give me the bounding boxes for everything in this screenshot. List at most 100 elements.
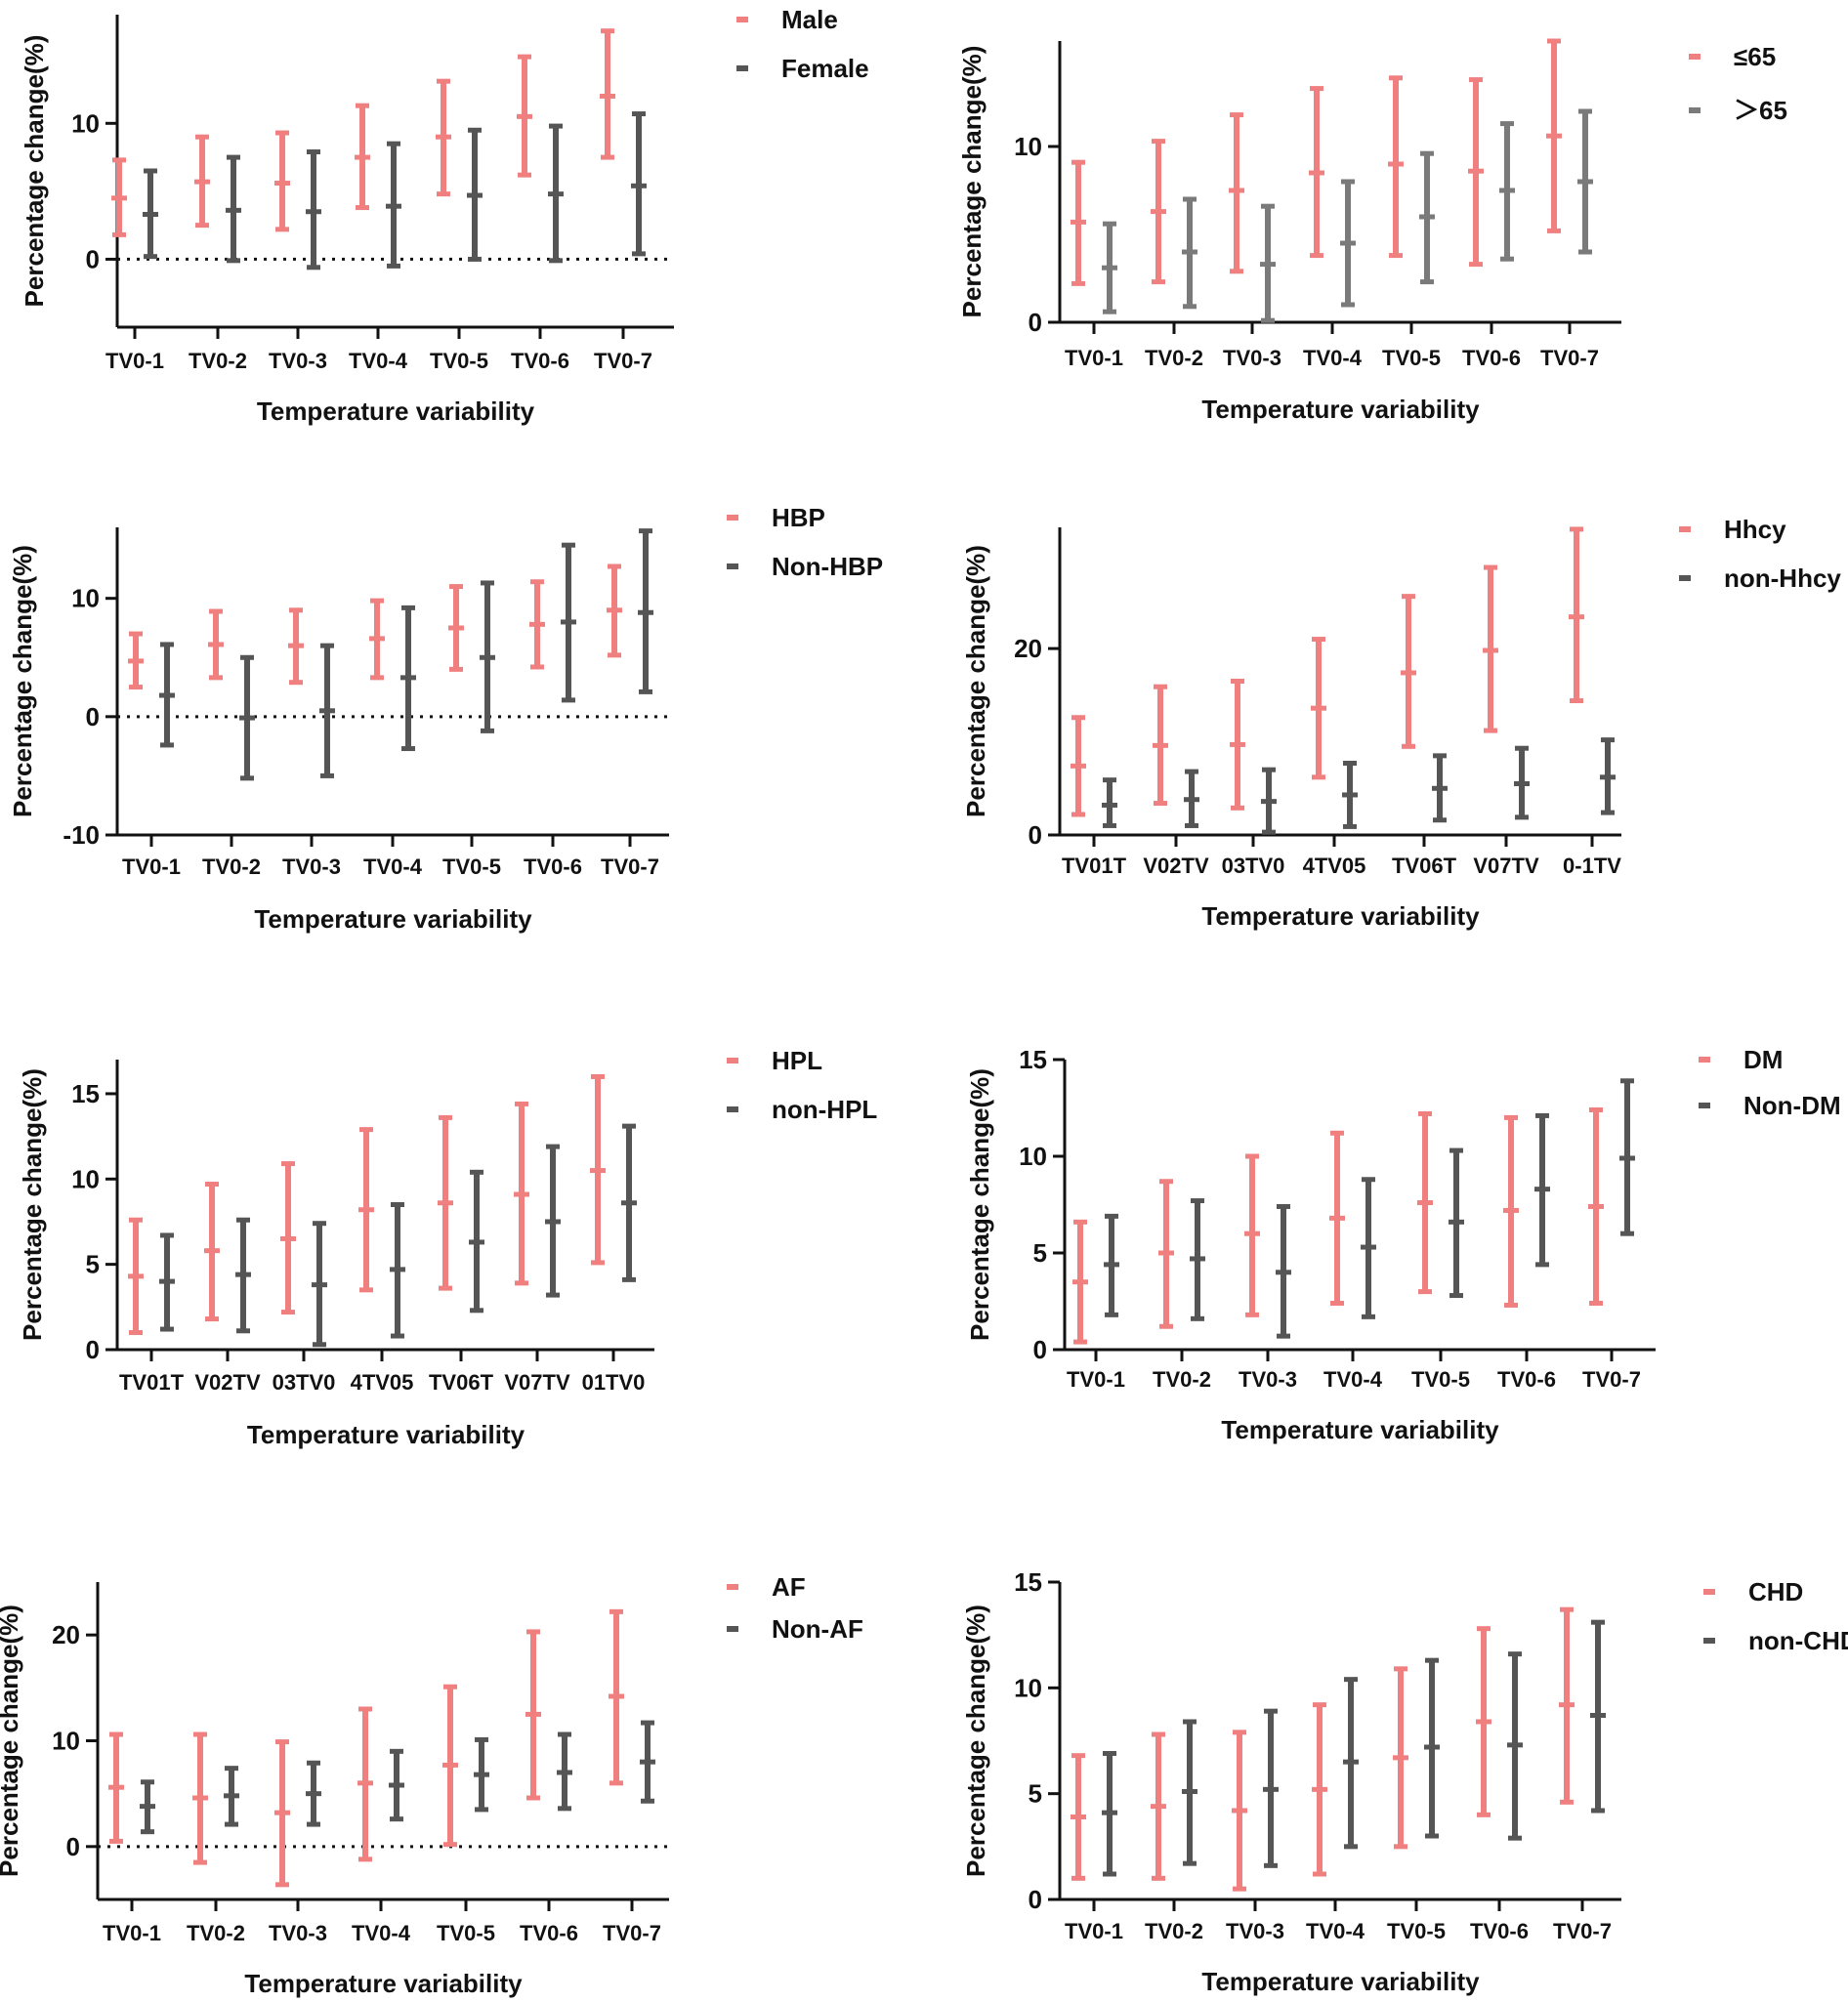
- legend-label: non-CHD: [1748, 1626, 1848, 1655]
- legend-label: HPL: [772, 1046, 822, 1075]
- x-tick-label: TV0-6: [1462, 346, 1521, 370]
- x-tick-label: TV0-5: [1387, 1919, 1446, 1943]
- x-axis-title: Temperature variability: [1201, 901, 1480, 931]
- x-axis-title: Temperature variability: [244, 1969, 523, 1998]
- y-tick-label: 0: [66, 1832, 80, 1861]
- x-tick-label: TV0-1: [105, 349, 164, 373]
- x-tick-label: TV0-6: [524, 855, 582, 879]
- x-tick-label: TV0-2: [1145, 346, 1203, 370]
- x-tick-label: TV06T: [429, 1370, 494, 1395]
- series-1: [140, 1720, 655, 1835]
- y-tick-label: 10: [52, 1727, 80, 1756]
- legend-label: HBP: [772, 503, 825, 532]
- x-tick-label: TV0-3: [282, 855, 341, 879]
- series-0: [108, 1608, 624, 1888]
- legend-label: Non-HBP: [772, 552, 883, 581]
- x-tick-label: 01TV0: [582, 1370, 646, 1395]
- series-1: [159, 1123, 637, 1348]
- series-0: [128, 1073, 606, 1336]
- series-0: [111, 28, 615, 237]
- series-0: [1071, 526, 1584, 817]
- x-axis-title: Temperature variability: [1201, 395, 1480, 424]
- x-tick-label: TV0-5: [430, 349, 488, 373]
- series-0: [128, 563, 622, 690]
- x-tick-label: TV0-4: [1306, 1919, 1365, 1943]
- x-tick-label: TV0-7: [601, 855, 659, 879]
- y-tick-label: 0: [1029, 820, 1042, 850]
- series-1: [159, 528, 653, 781]
- x-tick-label: TV0-6: [511, 349, 569, 373]
- legend-label: non-HPL: [772, 1095, 877, 1124]
- y-tick-label: 10: [1014, 1673, 1042, 1702]
- x-tick-label: TV0-1: [1065, 346, 1123, 370]
- x-tick-label: TV0-5: [1411, 1367, 1470, 1392]
- x-tick-label: TV0-5: [442, 855, 501, 879]
- chart-panel-male-female: 0 10 TV0-1 TV0-2 TV0-3 TV0-4 TV0-5 TV0-6 TV0-7 Te…: [20, 5, 869, 426]
- legend-label: ≤65: [1734, 42, 1776, 71]
- legend-label: Female: [781, 54, 869, 83]
- y-tick-label: 15: [1019, 1045, 1047, 1074]
- x-tick-label: TV01T: [1062, 854, 1127, 878]
- series-0: [1071, 1606, 1575, 1892]
- x-tick-label: TV0-1: [122, 855, 181, 879]
- y-axis-title: Percentage change(%): [961, 1605, 990, 1877]
- series-1: [1102, 737, 1616, 835]
- y-tick-label: 15: [71, 1079, 100, 1108]
- x-tick-label: TV0-7: [1582, 1367, 1641, 1392]
- legend-label: ＞65: [1734, 96, 1787, 125]
- x-tick-label: TV0-6: [1497, 1367, 1556, 1392]
- x-tick-label: TV0-4: [363, 855, 423, 879]
- y-axis-title: Percentage change(%): [0, 1605, 23, 1877]
- y-tick-label: 10: [1014, 132, 1042, 161]
- y-tick-label: 10: [1019, 1142, 1047, 1171]
- y-tick-label: 10: [71, 1164, 100, 1193]
- x-tick-label: TV0-1: [103, 1921, 161, 1945]
- x-axis-title: Temperature variability: [1221, 1415, 1499, 1444]
- y-tick-label: 0: [1033, 1335, 1047, 1364]
- series-1: [143, 111, 647, 271]
- legend-label: Male: [781, 5, 838, 34]
- x-tick-label: TV0-2: [187, 1921, 245, 1945]
- x-axis-title: Temperature variability: [1201, 1967, 1480, 1996]
- y-tick-label: 0: [86, 1335, 100, 1364]
- y-tick-label: 5: [1033, 1238, 1047, 1268]
- y-tick-label: 0: [1029, 308, 1042, 337]
- y-tick-label: 0: [86, 244, 100, 273]
- x-tick-label: TV0-2: [189, 349, 247, 373]
- x-tick-label: 0-1TV: [1563, 854, 1621, 878]
- x-tick-label: TV0-4: [352, 1921, 411, 1945]
- y-tick-label: 0: [1029, 1885, 1042, 1914]
- x-tick-label: TV0-6: [520, 1921, 578, 1945]
- chart-panel-hbp: -10 0 10 TV0-1 TV0-2 TV0-3 TV0-4 TV0-5 TV0-6 TV0-…: [8, 503, 883, 934]
- chart-panel-chd: 0 5 10 15 TV0-1 TV0-2 TV0-3 TV0-4 TV0-5 TV0-6 TV0-…: [961, 1567, 1848, 1996]
- y-axis-title: Percentage change(%): [961, 545, 990, 817]
- chart-panel-hpl: 0 5 10 15 TV01T V02TV 03TV0 4TV05 TV06T V07TV 01TV…: [18, 1046, 877, 1449]
- x-tick-label: 03TV0: [273, 1370, 336, 1395]
- legend-label: AF: [772, 1572, 806, 1602]
- chart-panel-age: 0 10 TV0-1 TV0-2 TV0-3 TV0-4 TV0-5 TV0-6 TV0-7 Te…: [957, 38, 1787, 424]
- x-tick-label: TV0-5: [1382, 346, 1441, 370]
- x-axis-title: Temperature variability: [254, 904, 532, 934]
- x-tick-label: 03TV0: [1222, 854, 1285, 878]
- legend-label: non-Hhcy: [1724, 563, 1841, 593]
- series-1: [1102, 108, 1593, 323]
- x-tick-label: TV0-1: [1067, 1367, 1125, 1392]
- y-axis-title: Percentage change(%): [957, 46, 987, 318]
- y-tick-label: 5: [1029, 1779, 1042, 1809]
- x-tick-label: V07TV: [504, 1370, 570, 1395]
- legend-label: DM: [1743, 1045, 1783, 1074]
- legend-label: Non-AF: [772, 1614, 863, 1644]
- legend-label: CHD: [1748, 1577, 1803, 1606]
- x-tick-label: TV0-5: [437, 1921, 495, 1945]
- series-1: [1102, 1619, 1606, 1877]
- x-tick-label: TV0-3: [1239, 1367, 1297, 1392]
- y-tick-label: 10: [71, 584, 100, 613]
- x-tick-label: TV06T: [1392, 854, 1457, 878]
- chart-panel-hhcy: 0 20 TV01T V02TV 03TV0 4TV05 TV06T V07TV 0-1TV Te…: [961, 515, 1841, 931]
- x-tick-label: TV0-7: [603, 1921, 661, 1945]
- y-tick-label: 20: [1014, 634, 1042, 663]
- y-tick-label: 20: [52, 1620, 80, 1649]
- x-tick-label: TV0-1: [1065, 1919, 1123, 1943]
- y-axis-title: Percentage change(%): [8, 545, 37, 817]
